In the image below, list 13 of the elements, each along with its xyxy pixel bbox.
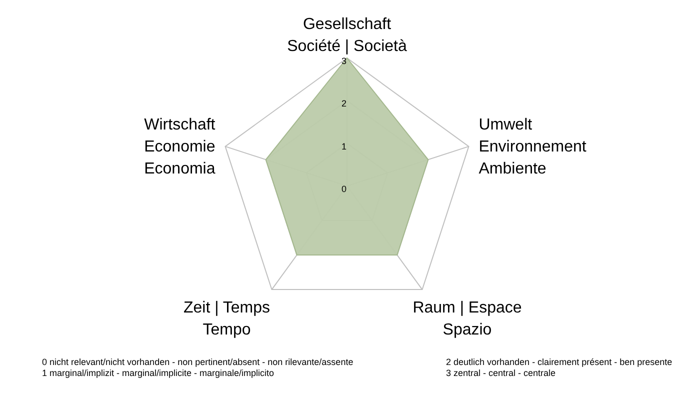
- spoke-label: Wirtschaft Economie Economia: [144, 116, 216, 178]
- spoke-label: Zeit | Temps Tempo: [183, 300, 270, 339]
- text: 0 nicht relevant/nicht vorhanden - non pertinent/absent - non rilevante/assente: [42, 357, 354, 367]
- text: 3 zentral - central - centrale: [446, 368, 556, 378]
- y-tick-label: 3: [341, 56, 347, 66]
- y-tick-label: 1: [341, 141, 347, 152]
- spoke-label: Umwelt Environnement Ambiente: [478, 116, 587, 178]
- spoke-label: Gesellschaft Société | Società: [287, 16, 407, 55]
- y-tick-label: 2: [341, 98, 347, 109]
- text: 1 marginal/implizit - marginal/implicite - marginale/implicito: [42, 368, 274, 378]
- text: 2 deutlich vorhanden - clairement présent - ben presente: [446, 357, 672, 367]
- spoke-label: Raum | Espace Spazio: [412, 300, 522, 339]
- y-tick-label: 0: [341, 184, 347, 194]
